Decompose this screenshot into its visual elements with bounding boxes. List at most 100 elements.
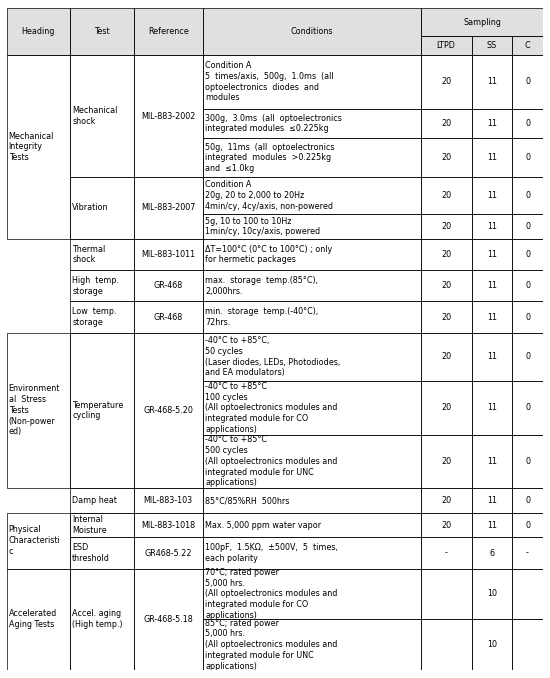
Bar: [421, 333, 472, 381]
Text: 0: 0: [525, 281, 530, 290]
Text: LTPD: LTPD: [437, 41, 455, 50]
Text: 11: 11: [487, 281, 497, 290]
Text: 11: 11: [487, 496, 497, 505]
Bar: [512, 37, 543, 55]
Bar: [421, 619, 472, 670]
Bar: [472, 214, 512, 239]
Text: 20: 20: [441, 222, 451, 231]
Text: Max. 5,000 ppm water vapor: Max. 5,000 ppm water vapor: [205, 521, 321, 530]
Text: 50g,  11ms  (all  optoelectronics
integrated  modules  >0.225kg
and  ≤1.0kg: 50g, 11ms (all optoelectronics integrate…: [205, 142, 334, 173]
Text: Damp heat: Damp heat: [72, 496, 117, 505]
Text: 20: 20: [441, 521, 451, 530]
Text: 70°C; rated power
5,000 hrs.
(All optoelectronics modules and
integrated module : 70°C; rated power 5,000 hrs. (All optoel…: [205, 568, 338, 620]
Bar: [421, 538, 472, 569]
Bar: [134, 538, 203, 569]
Text: 11: 11: [487, 222, 497, 231]
Text: Sampling: Sampling: [463, 18, 501, 26]
Bar: [512, 302, 543, 333]
Text: 100pF,  1.5KΩ,  ±500V,  5  times,
each polarity: 100pF, 1.5KΩ, ±500V, 5 times, each polar…: [205, 543, 338, 563]
Text: 0: 0: [525, 496, 530, 505]
Text: GR468-5.22: GR468-5.22: [145, 549, 192, 557]
Bar: [472, 138, 512, 177]
Text: 11: 11: [487, 77, 497, 86]
Text: ESD
threshold: ESD threshold: [72, 543, 110, 563]
Bar: [421, 488, 472, 513]
Text: Mechanical
Integrity
Tests: Mechanical Integrity Tests: [9, 132, 54, 162]
Text: MIL-883-2007: MIL-883-2007: [141, 203, 195, 212]
Bar: [472, 488, 512, 513]
Text: Vibration: Vibration: [72, 203, 109, 212]
Bar: [203, 55, 421, 108]
Text: 0: 0: [525, 191, 530, 200]
Text: Heading: Heading: [21, 27, 55, 36]
Bar: [203, 8, 421, 55]
Text: 11: 11: [487, 250, 497, 259]
Text: C: C: [525, 41, 530, 50]
Bar: [70, 270, 134, 302]
Bar: [7, 8, 70, 55]
Text: 20: 20: [441, 353, 451, 361]
Text: ΔT=100°C (0°C to 100°C) ; only
for hermetic packages: ΔT=100°C (0°C to 100°C) ; only for herme…: [205, 245, 332, 264]
Bar: [472, 239, 512, 270]
Text: -40°C to +85°C
100 cycles
(All optoelectronics modules and
integrated module for: -40°C to +85°C 100 cycles (All optoelect…: [205, 382, 338, 434]
Bar: [134, 488, 203, 513]
Text: 20: 20: [441, 496, 451, 505]
Bar: [512, 488, 543, 513]
Text: Accel. aging
(High temp.): Accel. aging (High temp.): [72, 610, 123, 629]
Bar: [512, 214, 543, 239]
Text: Mechanical
shock: Mechanical shock: [72, 106, 118, 126]
Text: -: -: [526, 549, 529, 557]
Text: 20: 20: [441, 119, 451, 128]
Text: GR-468-5.20: GR-468-5.20: [144, 406, 193, 415]
Text: 11: 11: [487, 119, 497, 128]
Bar: [421, 435, 472, 488]
Bar: [512, 333, 543, 381]
Bar: [70, 239, 134, 270]
Text: 0: 0: [525, 250, 530, 259]
Text: 11: 11: [487, 457, 497, 466]
Bar: [421, 37, 472, 55]
Bar: [512, 513, 543, 538]
Bar: [421, 302, 472, 333]
Bar: [134, 333, 203, 488]
Text: -40°C to +85°C
500 cycles
(All optoelectronics modules and
integrated module for: -40°C to +85°C 500 cycles (All optoelect…: [205, 435, 338, 487]
Bar: [472, 177, 512, 214]
Text: GR-468-5.18: GR-468-5.18: [144, 615, 193, 624]
Bar: [512, 619, 543, 670]
Text: Internal
Moisture: Internal Moisture: [72, 515, 107, 535]
Text: 300g,  3.0ms  (all  optoelectronics
integrated modules  ≤0.225kg: 300g, 3.0ms (all optoelectronics integra…: [205, 114, 342, 134]
Bar: [472, 538, 512, 569]
Bar: [472, 55, 512, 108]
Text: 85°C/85%RH  500hrs: 85°C/85%RH 500hrs: [205, 496, 289, 505]
Bar: [472, 619, 512, 670]
Text: 20: 20: [441, 153, 451, 162]
Text: GR-468: GR-468: [153, 313, 183, 321]
Bar: [421, 270, 472, 302]
Text: 0: 0: [525, 153, 530, 162]
Text: 20: 20: [441, 191, 451, 200]
Bar: [421, 108, 472, 138]
Bar: [203, 381, 421, 435]
Bar: [472, 569, 512, 619]
Text: Condition A
5  times/axis,  500g,  1.0ms  (all
optoelectronics  diodes  and
modu: Condition A 5 times/axis, 500g, 1.0ms (a…: [205, 61, 334, 102]
Bar: [70, 569, 134, 670]
Bar: [70, 488, 134, 513]
Bar: [203, 239, 421, 270]
Bar: [512, 381, 543, 435]
Bar: [134, 569, 203, 670]
Bar: [134, 302, 203, 333]
Text: High  temp.
storage: High temp. storage: [72, 276, 119, 296]
Bar: [70, 538, 134, 569]
Bar: [421, 381, 472, 435]
Bar: [7, 55, 70, 239]
Bar: [203, 619, 421, 670]
Text: 0: 0: [525, 222, 530, 231]
Text: 0: 0: [525, 119, 530, 128]
Text: MIL-883-1018: MIL-883-1018: [141, 521, 195, 530]
Bar: [512, 108, 543, 138]
Bar: [421, 8, 543, 37]
Text: Reference: Reference: [148, 27, 189, 36]
Bar: [512, 177, 543, 214]
Bar: [472, 435, 512, 488]
Bar: [7, 8, 70, 55]
